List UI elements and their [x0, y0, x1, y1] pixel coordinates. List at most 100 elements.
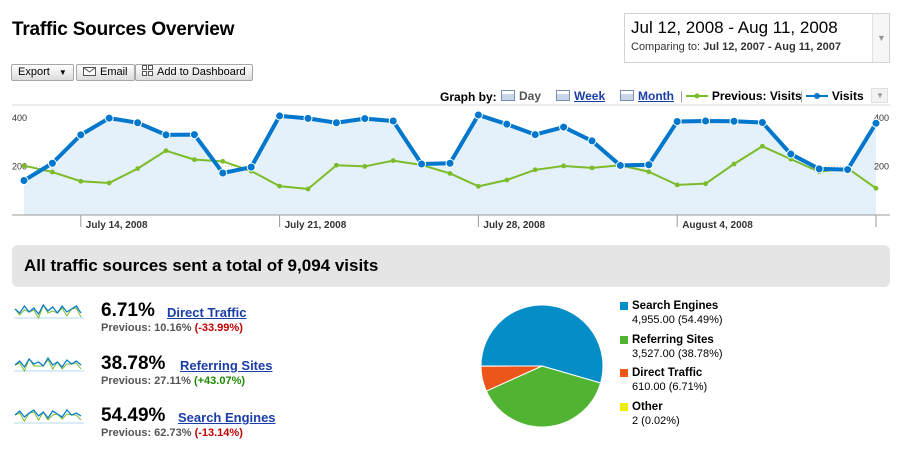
previous-visits-point: [305, 186, 311, 192]
previous-visits-point: [561, 163, 566, 169]
graph-by-day[interactable]: Day: [501, 89, 541, 103]
sparkline-search: [14, 409, 84, 424]
sparkline-visits: [14, 409, 82, 420]
graph-options-button[interactable]: ▼: [871, 88, 888, 103]
legend-previous-label: Previous: Visits: [711, 89, 802, 103]
visits-point: [189, 130, 199, 140]
visits-point: [360, 114, 370, 124]
chevron-down-icon: ▼: [876, 91, 884, 100]
previous-visits-point: [192, 157, 197, 163]
graph-by-label: Graph by:: [440, 90, 497, 104]
email-label: Email: [100, 66, 128, 78]
sparkline-previous: [14, 303, 82, 320]
visits-point: [19, 176, 29, 186]
sparkline-previous: [14, 357, 82, 373]
legend-previous-swatch: [686, 93, 709, 99]
comparing-label: Comparing to:: [631, 41, 701, 53]
visits-point: [388, 116, 398, 126]
y-tick-label: 400: [12, 113, 27, 123]
date-range-picker[interactable]: Jul 12, 2008 - Aug 11, 2008 Comparing to…: [624, 13, 890, 63]
page-title: Traffic Sources Overview: [12, 19, 235, 40]
visits-point: [104, 113, 114, 123]
calendar-month-icon: [620, 90, 634, 101]
visits-point: [615, 160, 625, 170]
legend-value: 610.00 (6.71%): [632, 381, 708, 393]
month-label: Month: [638, 89, 674, 103]
legend-visits-swatch: [806, 93, 829, 99]
previous-label: Previous: 27.11%: [101, 375, 191, 387]
export-label: Export: [18, 66, 50, 78]
sparkline-base: [14, 422, 84, 424]
visits-point: [473, 110, 483, 120]
visits-point: [275, 111, 285, 121]
visits-point: [502, 119, 512, 129]
sparkline-direct: [14, 303, 84, 320]
envelope-icon: [83, 66, 96, 81]
summary-banner: All traffic sources sent a total of 9,09…: [12, 245, 890, 287]
sparkline-visits: [14, 303, 82, 316]
previous-visits-point: [589, 165, 595, 171]
source-percent: 54.49%: [101, 405, 166, 426]
source-previous: Previous: 10.16% (-33.99%): [101, 322, 243, 334]
visits-point: [843, 165, 853, 175]
add-to-dashboard-button[interactable]: Add to Dashboard: [135, 64, 253, 81]
x-tick-label: July 14, 2008: [86, 220, 148, 230]
sparkline-previous: [14, 411, 82, 422]
previous-visits-point: [50, 169, 55, 175]
source-link-search-engines[interactable]: Search Engines: [178, 410, 276, 425]
previous-visits-point: [78, 178, 84, 184]
x-tick-label: July 28, 2008: [483, 220, 545, 230]
previous-label: Previous: 62.73%: [101, 427, 192, 439]
visits-point: [587, 136, 597, 146]
visits-point: [786, 149, 796, 159]
source-row-referring: 38.78% Referring Sites Previous: 27.11% …: [14, 353, 414, 403]
legend-name: Referring Sites: [632, 334, 714, 346]
previous-visits-point: [476, 183, 481, 189]
visits-point: [76, 130, 86, 140]
legend-name: Other: [632, 401, 663, 413]
previous-label: Previous: 10.16%: [101, 322, 192, 334]
pie-slice-referring-sites: [485, 365, 602, 428]
visits-point: [331, 118, 341, 128]
source-percent: 6.71%: [101, 300, 155, 321]
previous-visits-point: [731, 161, 737, 167]
legend-visits: | Visits: [800, 89, 864, 103]
visits-point: [814, 164, 824, 174]
summary-banner-text: All traffic sources sent a total of 9,09…: [24, 256, 379, 275]
source-row-search: 54.49% Search Engines Previous: 62.73% (…: [14, 405, 414, 454]
sparkline-base: [14, 370, 84, 372]
sparkline-referring: [14, 356, 84, 373]
source-row-direct: 6.71% Direct Traffic Previous: 10.16% (-…: [14, 300, 414, 350]
visits-point: [757, 117, 767, 127]
previous-visits-point: [447, 171, 453, 176]
previous-visits-point: [532, 167, 538, 173]
previous-visits-point: [277, 183, 282, 189]
visits-point: [559, 122, 569, 132]
visits-point: [246, 162, 256, 172]
graph-by-month[interactable]: Month: [620, 89, 674, 103]
legend-swatch: [620, 302, 628, 310]
source-previous: Previous: 27.11% (+43.07%): [101, 375, 245, 387]
chevron-down-icon: ▼: [58, 68, 67, 77]
export-button[interactable]: Export ▼: [11, 64, 74, 81]
change-value: (-13.14%): [194, 427, 243, 439]
visits-point: [729, 116, 739, 126]
sparkline-base: [14, 317, 84, 319]
x-tick-label: August 4, 2008: [682, 220, 753, 230]
source-link-direct-traffic[interactable]: Direct Traffic: [167, 305, 247, 320]
email-button[interactable]: Email: [76, 64, 135, 81]
previous-visits-point: [760, 143, 765, 149]
date-dropdown-button[interactable]: ▼: [872, 14, 889, 62]
comparing-range-text: Jul 12, 2007 - Aug 11, 2007: [703, 41, 841, 53]
previous-visits-point: [220, 158, 226, 164]
separator: |: [800, 89, 804, 103]
visits-point: [871, 118, 881, 128]
source-link-referring-sites[interactable]: Referring Sites: [180, 358, 273, 373]
day-label: Day: [519, 89, 542, 103]
pie-slice-search-engines: [480, 304, 604, 384]
change-value: (-33.99%): [194, 322, 243, 334]
visits-point: [417, 159, 427, 169]
source-percent: 38.78%: [101, 353, 166, 374]
graph-by-week[interactable]: Week: [556, 89, 605, 103]
previous-visits-point: [390, 158, 396, 163]
